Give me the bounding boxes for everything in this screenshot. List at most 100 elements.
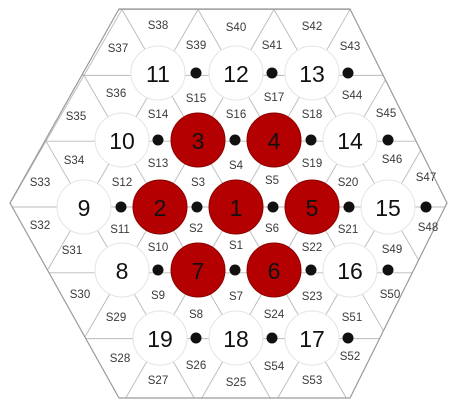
s-label-s39: S39 [186, 40, 206, 52]
circle-shape [130, 45, 186, 101]
s-label-s3: S3 [191, 177, 205, 189]
s-label-s34: S34 [64, 155, 85, 167]
s-label-s36: S36 [106, 88, 126, 100]
circle-shape [132, 310, 188, 366]
circle-label: 18 [223, 326, 249, 352]
s-label-s13: S13 [148, 158, 168, 170]
s-label-s17: S17 [264, 92, 284, 104]
dot [342, 332, 354, 344]
s-label-s38: S38 [148, 20, 168, 32]
circle-18: 18 [208, 310, 264, 366]
circle-15: 15 [360, 179, 416, 235]
s-label-s35: S35 [66, 111, 86, 123]
s-label-s1: S1 [229, 240, 243, 252]
circle-shape [208, 179, 264, 235]
circle-1: 1 [208, 179, 264, 235]
s-labels: S1 S2 S3 S4 S5 S6 S7 S8 S9 S10 S11 S12 S13 S14 S15 S16 S… [30, 20, 438, 389]
dot [152, 264, 164, 276]
s-label-s42: S42 [302, 21, 322, 33]
s-label-s45: S45 [376, 108, 396, 120]
dot [382, 264, 394, 276]
circle-label: 13 [299, 61, 325, 87]
s-label-s44: S44 [342, 90, 363, 102]
s-label-s8: S8 [189, 309, 203, 321]
circle-shape [246, 112, 302, 168]
dot [191, 201, 203, 213]
s-label-s19: S19 [302, 158, 322, 170]
s-label-s6: S6 [265, 223, 279, 235]
s-label-s46: S46 [382, 154, 402, 166]
circle-shape [284, 45, 340, 101]
circle-label: 6 [268, 258, 281, 284]
s-label-s54: S54 [264, 361, 285, 373]
s-label-s33: S33 [30, 177, 50, 189]
dot [190, 67, 202, 79]
dot [115, 201, 127, 213]
circle-17: 17 [284, 310, 340, 366]
s-label-s12: S12 [112, 177, 132, 189]
circle-16: 16 [322, 242, 378, 298]
dot [229, 134, 241, 146]
s-label-s26: S26 [186, 360, 206, 372]
circle-label: 19 [147, 326, 173, 352]
circle-shape [56, 179, 112, 235]
circle-label: 14 [337, 128, 363, 154]
s-label-s21: S21 [338, 224, 358, 236]
circle-shape [360, 179, 416, 235]
s-label-s32: S32 [30, 220, 50, 232]
circle-shape [284, 310, 340, 366]
dot [342, 67, 354, 79]
circle-2: 2 [132, 179, 188, 235]
s-label-s4: S4 [229, 160, 244, 172]
circle-label: 10 [109, 128, 135, 154]
s-label-s23: S23 [302, 291, 322, 303]
circle-label: 15 [375, 195, 401, 221]
s-label-s9: S9 [151, 290, 165, 302]
dot [305, 264, 317, 276]
dot [152, 134, 164, 146]
s-label-s28: S28 [110, 353, 130, 365]
circle-label: 11 [146, 61, 170, 87]
circle-9: 9 [56, 179, 112, 235]
circle-8: 8 [94, 242, 150, 298]
circle-shape [284, 179, 340, 235]
s-label-s30: S30 [70, 289, 90, 301]
s-label-s47: S47 [416, 172, 436, 184]
circle-shape [322, 112, 378, 168]
s-label-s29: S29 [106, 312, 126, 324]
circle-shape [322, 242, 378, 298]
circle-label: 7 [192, 258, 205, 284]
s-label-s41: S41 [262, 40, 282, 52]
circle-shape [208, 45, 264, 101]
s-label-s20: S20 [338, 177, 358, 189]
dot [266, 67, 278, 79]
s-label-s51: S51 [342, 312, 362, 324]
circle-label: 1 [230, 195, 243, 221]
dot [229, 264, 241, 276]
circle-label: 3 [192, 128, 205, 154]
s-label-s24: S24 [264, 309, 285, 321]
s-label-s18: S18 [302, 109, 322, 121]
circle-label: 16 [337, 258, 363, 284]
s-label-s22: S22 [302, 242, 322, 254]
circle-6: 6 [246, 242, 302, 298]
s-label-s53: S53 [302, 375, 322, 387]
dot [420, 201, 432, 213]
circle-label: 2 [154, 195, 167, 221]
circle-4: 4 [246, 112, 302, 168]
s-label-s11: S11 [110, 224, 130, 236]
dot [343, 201, 355, 213]
circle-label: 9 [78, 195, 91, 221]
circle-12: 12 [208, 45, 264, 101]
s-label-s40: S40 [226, 22, 246, 34]
circle-label: 4 [268, 128, 281, 154]
s-label-s31: S31 [62, 245, 82, 257]
s-label-s16: S16 [226, 109, 246, 121]
circle-shape [170, 112, 226, 168]
s-label-s52: S52 [340, 351, 360, 363]
s-label-s49: S49 [382, 244, 402, 256]
s-label-s27: S27 [148, 375, 168, 387]
dot [266, 332, 278, 344]
